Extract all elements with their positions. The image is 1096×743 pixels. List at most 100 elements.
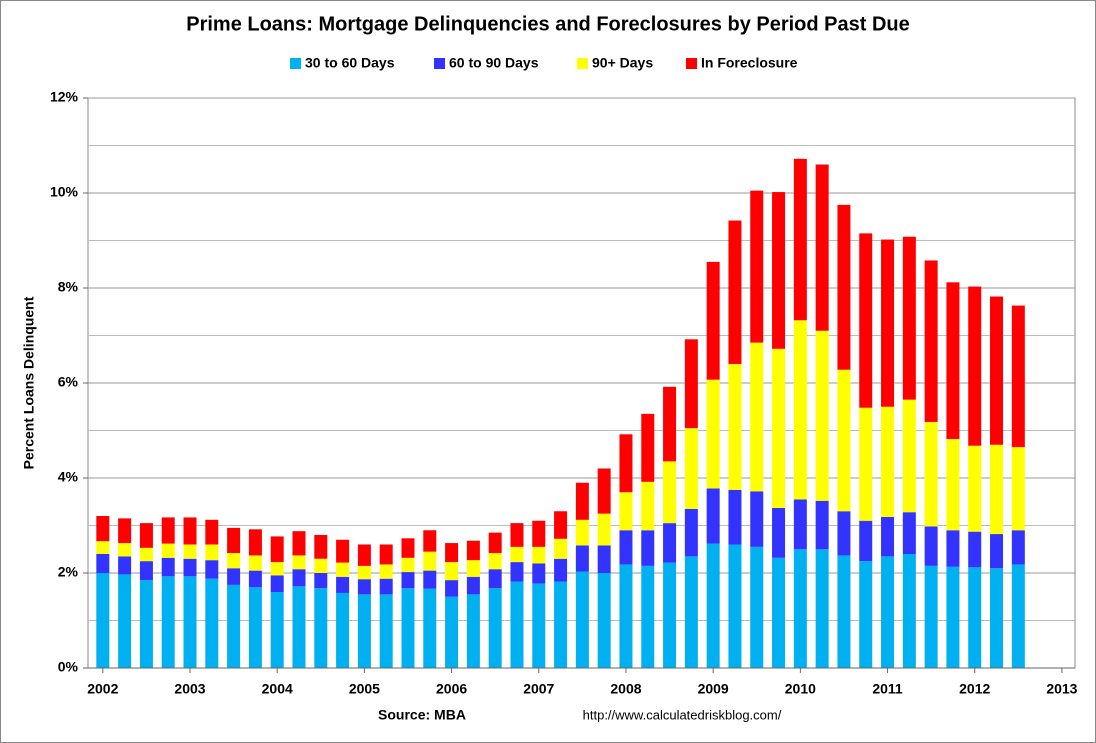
y-tick-label: 10% (50, 184, 79, 200)
bar-segment (292, 531, 306, 556)
bar-segment (597, 545, 611, 573)
bar-segment (139, 523, 153, 548)
bar-segment (575, 482, 589, 520)
bar-segment (859, 561, 873, 668)
bar-segment (423, 551, 437, 571)
bar-segment (379, 594, 393, 668)
x-tick-label: 2013 (1046, 681, 1077, 697)
bar-segment (1011, 564, 1025, 668)
bar-segment (270, 562, 284, 576)
bar-segment (772, 192, 786, 349)
bar-segment (619, 492, 633, 531)
legend-swatch (686, 58, 697, 69)
bar-segment (532, 520, 546, 547)
bar-segment (423, 588, 437, 668)
bar-segment (902, 512, 916, 554)
bar-segment (445, 580, 459, 597)
bar-segment (554, 581, 568, 668)
bar-segment (859, 233, 873, 408)
bar-segment (728, 220, 742, 364)
bar-segment (793, 158, 807, 321)
bar-segment (968, 286, 982, 446)
bar-segment (684, 508, 698, 557)
bar-segment (924, 260, 938, 422)
bar-segment (357, 594, 371, 668)
bar-segment (205, 544, 219, 561)
bar-segment (336, 562, 350, 577)
bar-segment (445, 596, 459, 668)
bar-segment (401, 557, 415, 573)
bar-segment (881, 556, 895, 668)
bar-segment (118, 556, 132, 575)
bar-segment (554, 558, 568, 582)
bar-segment (968, 531, 982, 568)
bar-segment (1011, 447, 1025, 531)
bar-segment (466, 560, 480, 577)
bar-segment (990, 296, 1004, 445)
bar-segment (837, 555, 851, 668)
bar-segment (902, 554, 916, 668)
bar-segment (706, 379, 720, 489)
bar-segment (990, 534, 1004, 569)
bar-segment (750, 342, 764, 492)
url-note: http://www.calculatedriskblog.com/ (583, 707, 782, 722)
x-tick-label: 2007 (523, 681, 554, 697)
x-tick-label: 2005 (349, 681, 380, 697)
y-tick-label: 4% (58, 469, 79, 485)
bar-segment (728, 364, 742, 490)
bar-segment (466, 540, 480, 561)
bar-segment (510, 562, 524, 582)
bar-segment (968, 445, 982, 532)
bar-segment (597, 468, 611, 514)
bar-segment (227, 527, 241, 554)
bar-segment (488, 553, 502, 570)
bar-segment (379, 544, 393, 565)
legend-label: 60 to 90 Days (449, 55, 539, 71)
x-tick-label: 2009 (698, 681, 729, 697)
bar-segment (357, 579, 371, 595)
x-tick-label: 2012 (959, 681, 990, 697)
bar-segment (924, 526, 938, 566)
bar-segment (510, 581, 524, 668)
bar-segment (401, 538, 415, 558)
bar-segment (597, 573, 611, 668)
bar-segment (619, 434, 633, 493)
bar-segment (248, 529, 262, 556)
bar-segment (510, 546, 524, 563)
bar-segment (227, 553, 241, 569)
bar-segment (793, 320, 807, 500)
bar-segment (270, 536, 284, 563)
bar-segment (859, 520, 873, 562)
y-tick-label: 0% (58, 659, 79, 675)
bar-segment (401, 572, 415, 589)
y-axis-label: Percent Loans Delinquent (21, 296, 37, 469)
bar-segment (575, 571, 589, 668)
bar-segment (728, 489, 742, 545)
bar-segment (663, 562, 677, 668)
bar-segment (815, 330, 829, 501)
bar-segment (815, 164, 829, 331)
bar-segment (292, 555, 306, 570)
bar-segment (772, 557, 786, 668)
bar-segment (96, 516, 110, 542)
bar-segment (575, 519, 589, 546)
legend-swatch (290, 58, 301, 69)
source-note: Source: MBA (378, 707, 466, 723)
x-tick-label: 2003 (174, 681, 205, 697)
bar-segment (488, 569, 502, 589)
bar-segment (684, 556, 698, 668)
bar-segment (314, 573, 328, 589)
legend-label: 30 to 60 Days (305, 55, 395, 71)
bar-segment (183, 517, 197, 545)
bar-segment (663, 386, 677, 462)
bar-segment (314, 588, 328, 668)
bar-segment (466, 594, 480, 668)
bar-segment (248, 587, 262, 668)
bar-segment (663, 523, 677, 563)
bar-segment (96, 573, 110, 668)
bar-segment (445, 543, 459, 563)
bar-segment (881, 516, 895, 557)
bar-segment (205, 578, 219, 668)
